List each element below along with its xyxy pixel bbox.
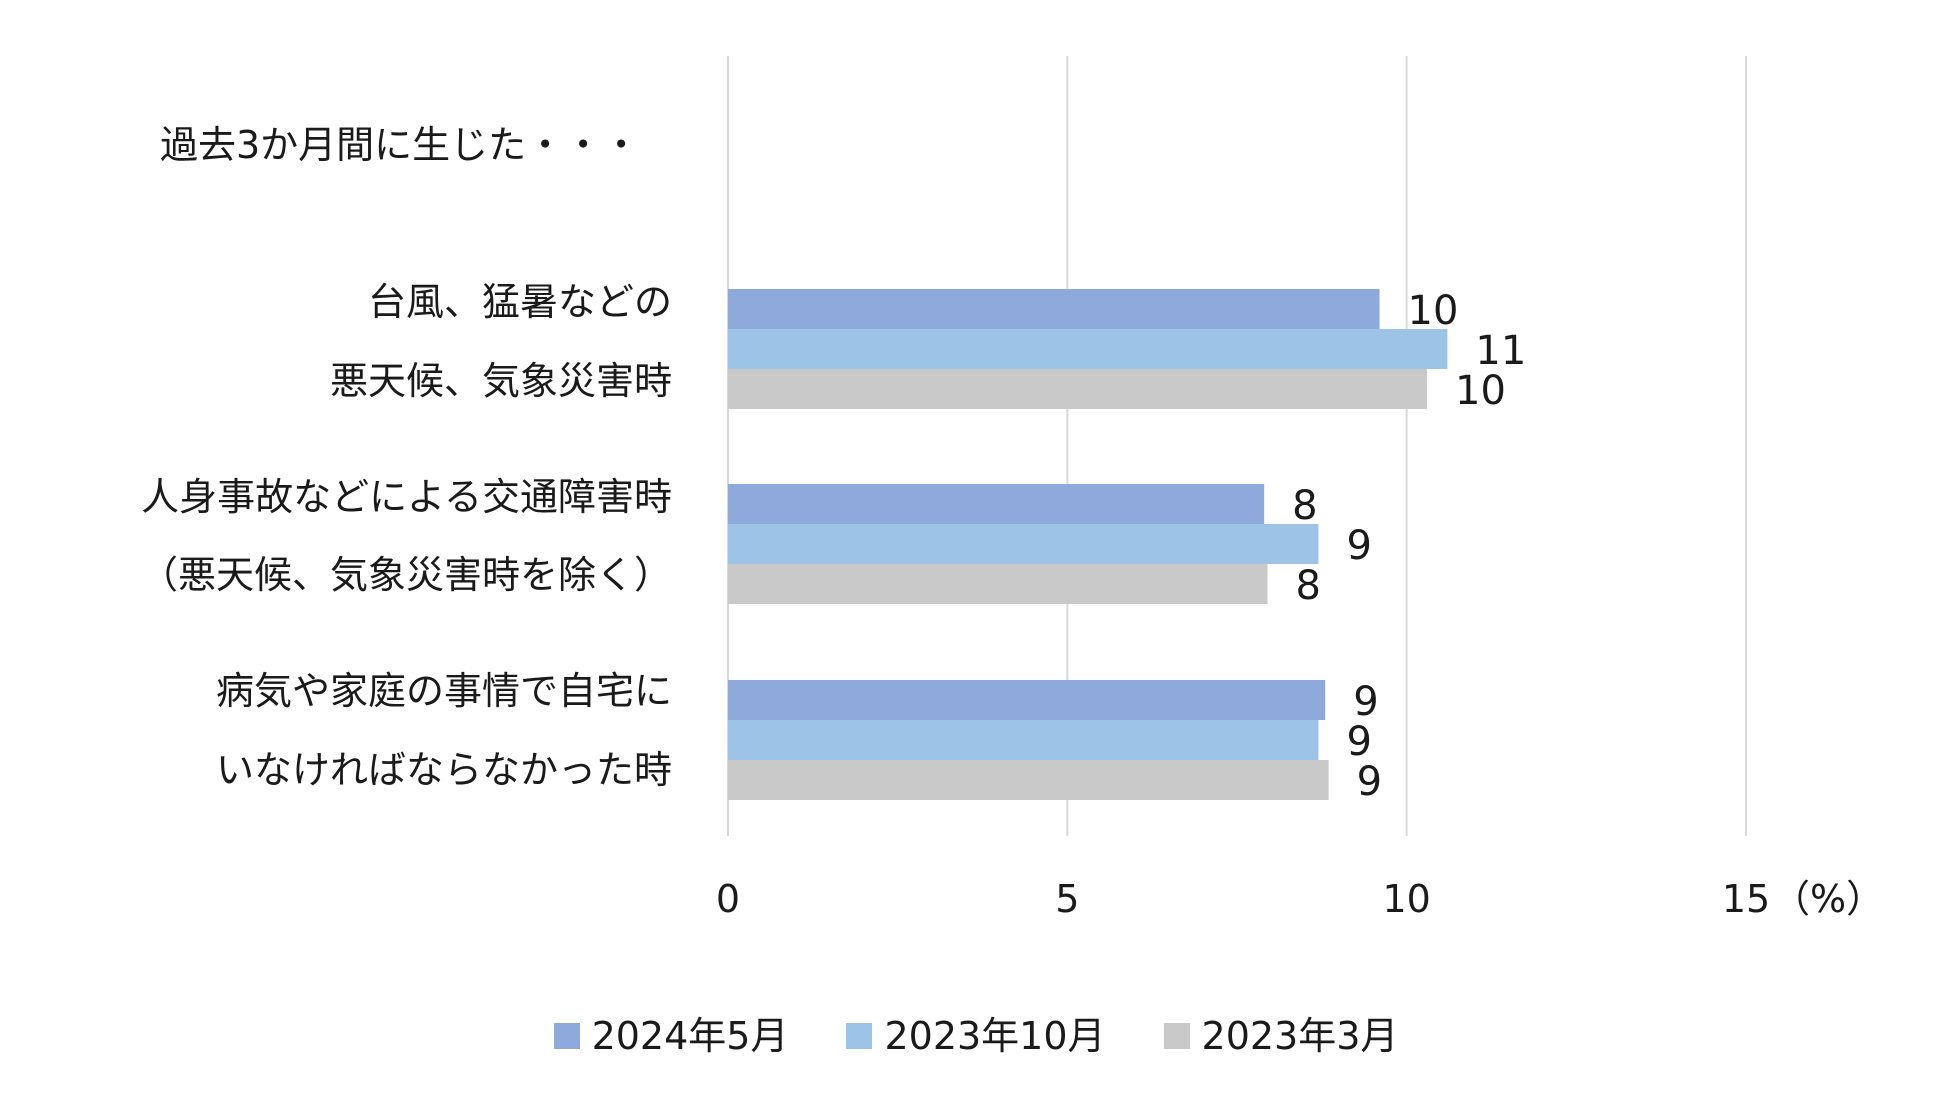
bar [728,720,1319,760]
bar-value-label: 9 [1346,719,1372,765]
legend-swatch [1163,1022,1190,1049]
category-label: （悪天候、気象災害時を除く） [139,553,672,597]
chart-legend: 2024年5月 2023年10月 2023年3月 [0,1005,1952,1060]
category-label: 人身事故などによる交通障害時 [141,475,672,519]
x-tick-label: 5 [1055,877,1080,921]
header-note: 過去3か月間に生じた・・・ [160,123,641,167]
legend-item: 2024年5月 [553,1005,789,1060]
category-label: 病気や家庭の事情で自宅に [215,669,672,713]
bar-value-label: 10 [1455,368,1506,414]
bar-value-label: 9 [1356,759,1383,805]
legend-label: 2023年3月 [1201,1014,1399,1058]
bar-value-label: 10 [1407,288,1459,334]
category-label: 台風、猛暑などの [367,280,672,324]
legend-item: 2023年10月 [846,1005,1106,1060]
bar [728,369,1428,409]
bar [728,524,1319,564]
category-label: いなければならなかった時 [215,748,672,792]
bar-value-label: 11 [1475,328,1527,374]
x-tick-label: 10 [1382,877,1431,921]
bar-value-label: 9 [1353,679,1379,725]
legend-swatch [846,1022,873,1049]
bar [728,289,1380,329]
legend-label: 2023年10月 [884,1014,1106,1058]
bar-value-label: 9 [1346,523,1372,569]
category-label: 悪天候、気象災害時 [329,359,672,403]
bar-value-label: 8 [1295,563,1321,609]
bar [728,564,1268,604]
x-tick-label: 0 [715,877,741,921]
bar [728,680,1326,720]
x-tick-label: 15 [1721,877,1771,921]
bar [728,484,1265,524]
legend-swatch [553,1022,580,1049]
legend-item: 2023年3月 [1163,1005,1399,1060]
x-unit-label: （%） [1772,877,1885,921]
bar-value-label: 8 [1292,483,1318,529]
bar [728,329,1448,369]
legend-label: 2024年5月 [591,1014,789,1058]
bar [728,760,1329,800]
